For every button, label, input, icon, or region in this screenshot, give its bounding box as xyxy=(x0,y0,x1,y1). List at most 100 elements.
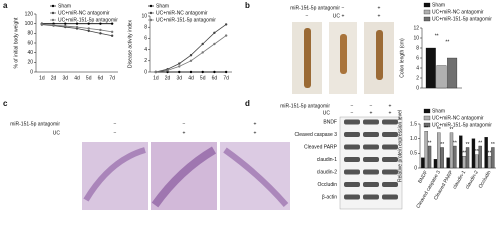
bar xyxy=(462,156,466,169)
blot-band xyxy=(344,119,360,125)
bar xyxy=(440,147,444,169)
row-label: UC xyxy=(323,110,331,116)
y-tick-label: 6 xyxy=(144,36,147,42)
sign: + xyxy=(389,103,392,109)
bar xyxy=(453,145,457,169)
point xyxy=(189,54,193,57)
row-label: miR-151-5p antagomir xyxy=(10,121,60,127)
blot-band xyxy=(363,194,379,200)
legend-swatch xyxy=(51,18,55,22)
x-tick-label: 4d xyxy=(188,75,194,81)
blot-band xyxy=(363,169,379,175)
significance: ** xyxy=(466,142,470,148)
y-tick-label: 4 xyxy=(144,47,147,53)
significance: ** xyxy=(453,140,457,146)
blot-band xyxy=(344,169,360,175)
point xyxy=(201,70,204,74)
bar xyxy=(425,47,436,89)
point xyxy=(52,23,55,27)
legend-swatch xyxy=(423,115,431,121)
legend-label: UC+miR-NC antagomir xyxy=(156,10,208,16)
panel-label: c xyxy=(3,99,8,108)
sign: + xyxy=(378,5,381,11)
bar xyxy=(446,157,450,169)
bar xyxy=(421,157,425,169)
sign: − xyxy=(351,103,354,109)
legend-swatch xyxy=(423,16,431,22)
axis xyxy=(149,16,232,73)
sign: − xyxy=(370,103,373,109)
bar xyxy=(427,145,432,169)
sign: + xyxy=(342,13,345,19)
significance: ** xyxy=(424,126,428,132)
bar xyxy=(424,131,428,169)
blot-band xyxy=(363,144,379,150)
blot-band xyxy=(363,157,379,162)
significance: ** xyxy=(428,140,432,146)
row-label: UC xyxy=(53,130,61,136)
bar xyxy=(433,159,438,169)
legend-swatch xyxy=(149,18,153,22)
bar xyxy=(475,154,479,169)
point xyxy=(110,22,114,25)
sign: − xyxy=(114,130,117,136)
blot-band xyxy=(382,194,398,200)
sign: + xyxy=(378,13,381,19)
blot-label: Cleaved PARP xyxy=(304,144,338,150)
blot-band xyxy=(382,119,398,125)
sign: + xyxy=(389,110,392,116)
y-axis-label: Disease activity index xyxy=(127,19,133,68)
panel-label: b xyxy=(245,1,250,10)
x-tick-label: 2d xyxy=(51,75,57,81)
bar xyxy=(487,156,492,169)
y-axis-label: % of initial body weight xyxy=(13,17,19,68)
x-tick-label: 2d xyxy=(165,75,171,81)
blot-label: claudin-2 xyxy=(317,169,338,175)
blot-label: BNDF xyxy=(323,119,337,125)
significance: ** xyxy=(450,127,454,133)
sign: + xyxy=(254,130,257,136)
x-tick-label: 3d xyxy=(63,75,69,81)
point xyxy=(99,32,102,35)
legend-label: UC+miR-NC antagomir xyxy=(432,115,484,121)
bar xyxy=(491,147,495,169)
legend-swatch xyxy=(423,122,431,128)
y-tick-label: 0 xyxy=(416,85,419,91)
x-tick-label: 5d xyxy=(86,75,92,81)
sign: + xyxy=(183,130,186,136)
y-tick-label: 100 xyxy=(25,21,34,27)
blot-band xyxy=(363,132,379,137)
y-tick-label: 0 xyxy=(414,165,417,171)
blot-band xyxy=(382,169,398,175)
legend-label: UC+miR-NC antagomir xyxy=(58,10,110,16)
legend-label: Sham xyxy=(432,2,445,8)
point xyxy=(224,34,228,37)
blot-band xyxy=(363,182,379,187)
point xyxy=(224,70,228,74)
sign: − xyxy=(306,13,309,19)
legend-label: UC+miR-151-5p antagomir xyxy=(432,122,492,128)
point xyxy=(189,70,193,74)
point xyxy=(178,65,181,68)
x-tick-label: 6d xyxy=(98,75,104,81)
bar xyxy=(449,132,454,169)
significance: ** xyxy=(488,151,492,157)
x-tick-label: BNDF xyxy=(417,170,429,185)
panel-label: a xyxy=(3,1,8,10)
point xyxy=(87,22,90,25)
row-label: miR-151-5p antagomir xyxy=(290,5,340,11)
y-tick-label: 20 xyxy=(27,60,33,66)
bar xyxy=(447,57,458,89)
y-tick-label: 80 xyxy=(27,31,33,37)
blot-band xyxy=(344,194,360,200)
x-tick-label: 6d xyxy=(212,75,218,81)
significance: ** xyxy=(478,140,482,146)
point xyxy=(75,22,79,25)
blot-band xyxy=(344,144,360,150)
sign: − xyxy=(342,5,345,11)
legend-label: Sham xyxy=(156,3,169,9)
blot-band xyxy=(344,132,360,137)
y-tick-label: 1.5 xyxy=(410,121,417,127)
y-tick-label: 0 xyxy=(30,69,33,75)
y-tick-label: 6 xyxy=(416,55,419,61)
